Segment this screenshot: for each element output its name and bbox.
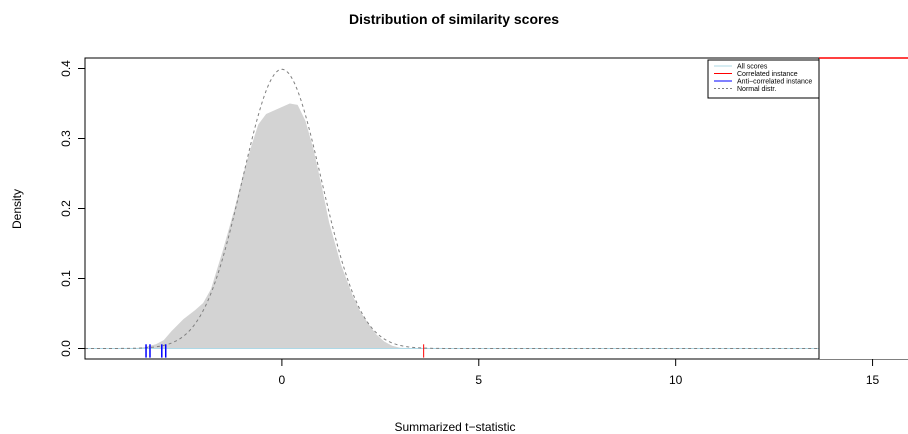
y-tick-label: 0.4 [59, 60, 73, 77]
right-panel [819, 58, 908, 359]
x-axis: 0 5 10 15 [279, 358, 880, 387]
y-axis: 0.0 0.1 0.2 0.3 0.4 [59, 60, 86, 357]
chart-title: Distribution of similarity scores [349, 11, 559, 27]
plot-area [85, 68, 908, 358]
y-tick-label: 0.1 [59, 270, 73, 287]
legend-entry-label: Anti−correlated instance [737, 79, 812, 86]
legend-entry-label: Normal distr. [737, 86, 776, 93]
y-axis-label: Density [10, 189, 24, 229]
y-tick-label: 0.0 [59, 340, 73, 357]
density-area [85, 103, 908, 349]
legend-entry-label: All scores [737, 64, 768, 71]
x-tick-label: 15 [866, 373, 880, 387]
legend-entry-label: Correlated instance [737, 71, 798, 78]
x-axis-label: Summarized t−statistic [394, 420, 515, 434]
normal-distribution-curve [85, 68, 908, 349]
x-tick-label: 10 [669, 373, 683, 387]
y-tick-label: 0.2 [59, 200, 73, 217]
x-tick-label: 5 [475, 373, 482, 387]
y-tick-label: 0.3 [59, 130, 73, 147]
x-tick-label: 0 [279, 373, 286, 387]
